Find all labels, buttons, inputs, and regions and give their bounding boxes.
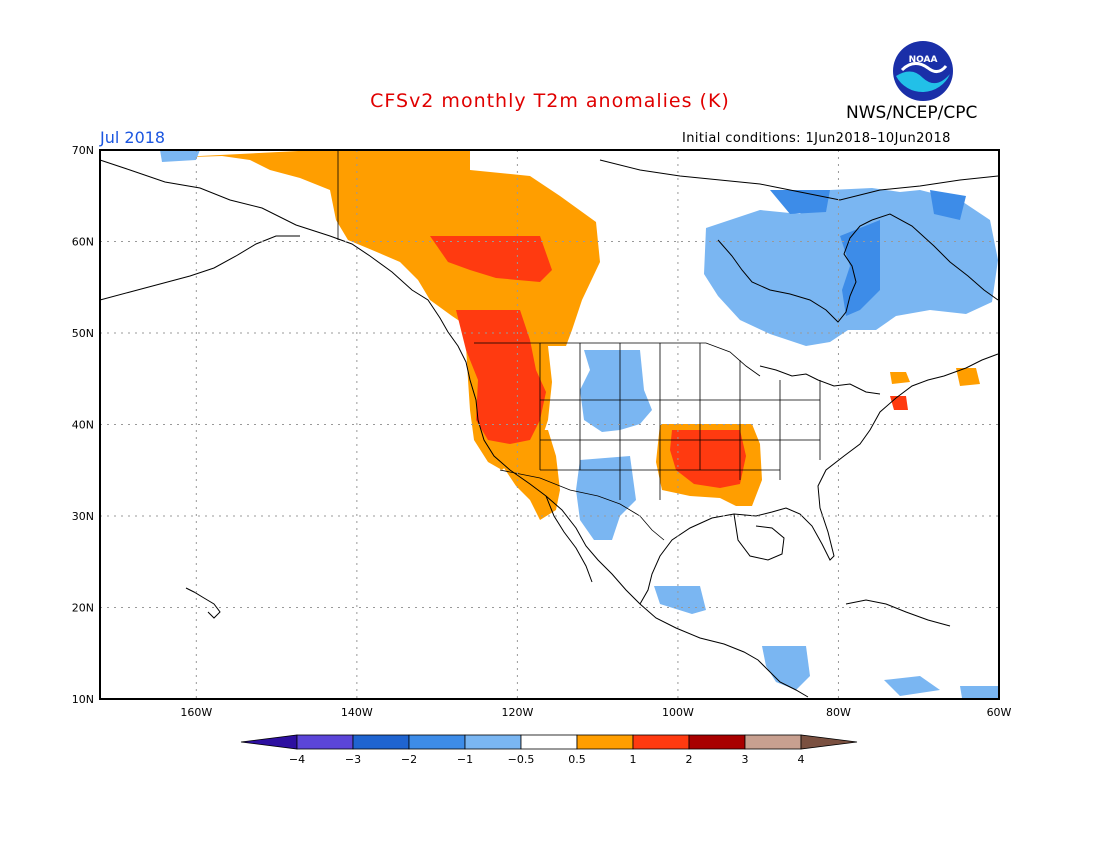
colorbar-tick-label: 1 bbox=[630, 753, 637, 766]
latitude-tick-label: 50N bbox=[72, 327, 94, 340]
cold-anomaly-area bbox=[580, 350, 652, 432]
yucatan-outline bbox=[733, 513, 785, 561]
cold-anomaly-area bbox=[160, 150, 200, 162]
longitude-tick-label: 60W bbox=[987, 706, 1012, 719]
cold-anomaly-area bbox=[960, 686, 998, 698]
longitude-tick-label: 140W bbox=[341, 706, 373, 719]
warm-anomaly-area bbox=[956, 368, 980, 386]
initial-conditions-label: Initial conditions: 1Jun2018–10Jun2018 bbox=[682, 131, 951, 146]
longitude-tick-label: 100W bbox=[662, 706, 694, 719]
colorbar-low-arrow bbox=[240, 734, 298, 750]
colorbar-segment bbox=[296, 734, 354, 750]
longitude-labels: 160W 140W 120W 100W 80W 60W bbox=[180, 706, 1011, 719]
figure-title: CFSv2 monthly T2m anomalies (K) bbox=[370, 90, 730, 112]
hawaii-outline bbox=[185, 587, 221, 619]
anomaly-fill-layer bbox=[160, 150, 998, 698]
warm-anomaly-area bbox=[160, 150, 600, 346]
longitude-tick-label: 80W bbox=[826, 706, 851, 719]
colorbar-segment bbox=[688, 734, 746, 750]
colorbar-segment bbox=[352, 734, 410, 750]
colorbar-tick-label: −1 bbox=[457, 753, 473, 766]
latitude-tick-label: 30N bbox=[72, 510, 94, 523]
arctic-islands-outline bbox=[599, 159, 999, 201]
colorbar-tick-label: −3 bbox=[345, 753, 361, 766]
state-lines bbox=[539, 343, 821, 500]
latitude-tick-label: 60N bbox=[72, 236, 94, 249]
baja-california-outline bbox=[545, 495, 593, 583]
warm-anomaly-area bbox=[430, 236, 552, 282]
colorbar-segment bbox=[520, 734, 578, 750]
cold-anomaly-area bbox=[840, 220, 880, 316]
colorbar-tick-label: 2 bbox=[686, 753, 693, 766]
latitude-tick-label: 70N bbox=[72, 144, 94, 157]
noaa-logo-text: NOAA bbox=[909, 55, 938, 65]
political-border-layer bbox=[337, 150, 821, 541]
colorbar-segment bbox=[744, 734, 802, 750]
great-lakes-outline bbox=[759, 365, 881, 395]
colorbar-tick-label: 4 bbox=[798, 753, 805, 766]
valid-month-label: Jul 2018 bbox=[100, 128, 166, 147]
hudson-bay-outline bbox=[717, 219, 873, 323]
latitude-tick-label: 20N bbox=[72, 602, 94, 615]
noaa-logo: NOAA bbox=[893, 41, 953, 101]
agency-label: NWS/NCEP/CPC bbox=[846, 103, 978, 123]
cold-anomaly-area bbox=[654, 586, 706, 614]
coastline-layer bbox=[99, 159, 999, 698]
north-america-coastline bbox=[99, 159, 809, 698]
longitude-tick-label: 160W bbox=[180, 706, 212, 719]
colorbar-segment bbox=[408, 734, 466, 750]
warm-anomaly-area bbox=[890, 372, 910, 384]
colorbar-tick-label: 0.5 bbox=[568, 753, 586, 766]
warm-anomaly-area bbox=[456, 310, 546, 444]
warm-anomaly-area bbox=[890, 396, 908, 410]
map-frame bbox=[99, 149, 1000, 700]
colorbar-tick-label: −0.5 bbox=[508, 753, 535, 766]
gulf-coast bbox=[639, 353, 999, 605]
warm-anomaly-area bbox=[670, 430, 746, 488]
warm-anomaly-area bbox=[500, 430, 560, 520]
latitude-tick-label: 10N bbox=[72, 693, 94, 706]
cold-anomaly-area bbox=[576, 456, 636, 540]
colorbar-tick-label: −4 bbox=[289, 753, 305, 766]
labrador-coast bbox=[871, 213, 999, 301]
cold-anomaly-area bbox=[930, 190, 966, 220]
caribbean-outline bbox=[845, 599, 951, 627]
graticule bbox=[100, 150, 999, 699]
alaska-peninsula-outline bbox=[99, 235, 300, 301]
latitude-tick-label: 40N bbox=[72, 419, 94, 432]
colorbar-tick-label: 3 bbox=[742, 753, 749, 766]
colorbar-segment bbox=[576, 734, 634, 750]
cold-anomaly-area bbox=[762, 646, 810, 690]
colorbar-segment bbox=[632, 734, 690, 750]
latitude-labels: 70N 60N 50N 40N 30N 20N 10N bbox=[72, 144, 94, 706]
longitude-tick-label: 120W bbox=[501, 706, 533, 719]
colorbar-tick-label: −2 bbox=[401, 753, 417, 766]
cold-anomaly-area bbox=[770, 190, 830, 214]
colorbar-high-arrow bbox=[800, 734, 858, 750]
cold-anomaly-area bbox=[884, 676, 940, 696]
us-mexico-border bbox=[499, 469, 665, 541]
color-legend: −4 −3 −2 −1 −0.5 0.5 1 2 3 4 bbox=[240, 734, 858, 766]
colorbar-segment bbox=[464, 734, 522, 750]
